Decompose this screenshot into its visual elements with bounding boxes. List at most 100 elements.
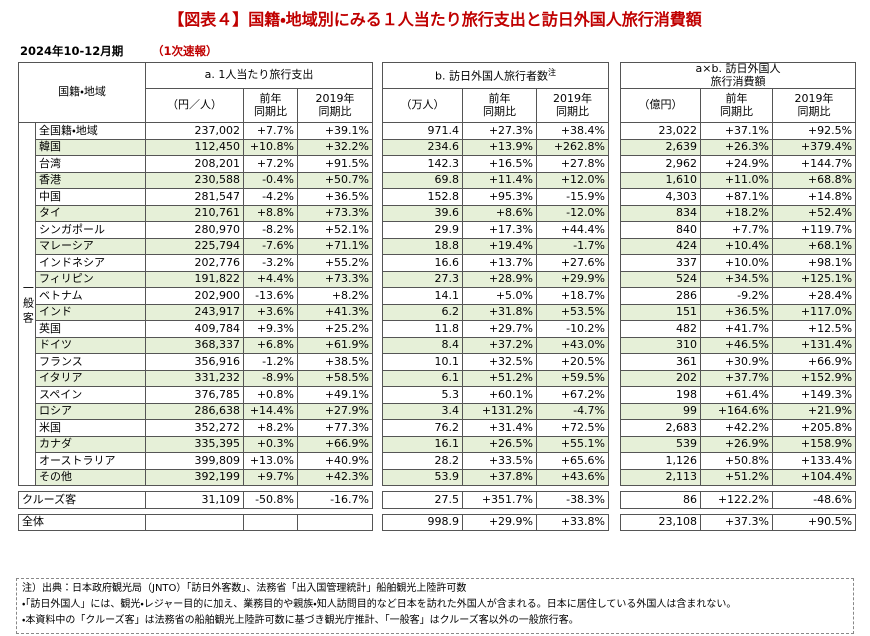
cell-value: +55.2%: [324, 255, 369, 269]
cell: +72.5%: [535, 419, 610, 437]
cell-value: 1,610: [665, 173, 698, 187]
cell-value: 2,962: [665, 156, 698, 170]
cell-value: 399,809: [194, 453, 241, 467]
spacer: [373, 205, 383, 222]
cell-value: 281,547: [194, 189, 241, 203]
spacer: [373, 469, 383, 486]
cell: +65.6%: [535, 452, 610, 470]
cell-value: +37.8%: [488, 470, 533, 484]
spacer: [373, 337, 383, 354]
cell-value: +21.9%: [807, 404, 853, 418]
spacer: [609, 304, 621, 321]
cell-value: -7.6%: [262, 239, 294, 253]
sub-column: 2019年: [315, 92, 355, 106]
spacer: [609, 436, 621, 453]
cell: +9.3%: [243, 320, 298, 338]
row-name: オーストラリア: [35, 452, 146, 470]
cell-value: +4.4%: [256, 272, 294, 286]
cell: +37.1%: [700, 122, 774, 140]
cell-value: 8.4: [441, 338, 460, 352]
cell: +30.9%: [700, 353, 774, 371]
status: （1次速報）: [152, 44, 218, 58]
spacer: [373, 514, 383, 531]
cell-value: +351.7%: [481, 492, 533, 506]
cell: +131.2%: [462, 402, 537, 421]
row-name: インドネシア: [35, 254, 146, 272]
period: 2024年10-12月期: [20, 44, 124, 58]
cell: -50.8%: [243, 491, 298, 509]
spacer: [373, 370, 383, 387]
cell-value: +41.7%: [724, 321, 770, 335]
cell-value: +71.1%: [324, 239, 369, 253]
data-row: ロシア 286,638 +14.4% +27.9% 3.4 +131.2% -4.7% 99 +…: [19, 402, 857, 421]
cell: +68.8%: [772, 171, 857, 190]
cell: +16.5%: [462, 155, 537, 173]
cell-value: -4.7%: [573, 404, 606, 418]
cell: 6.1: [382, 369, 463, 388]
cell-value: +7.7%: [256, 123, 294, 137]
cell: 5.3: [382, 386, 463, 404]
cell: +29.9%: [462, 513, 537, 532]
cell-value: 482: [676, 321, 698, 335]
cell-value: +26.3%: [724, 140, 770, 154]
cell-value: +77.3%: [324, 420, 369, 434]
cell: 39.6: [382, 204, 463, 223]
cell-value: -48.6%: [813, 492, 853, 506]
row-name-text: フィリピン: [39, 272, 94, 286]
cell-value: +30.9%: [724, 354, 770, 368]
cell: +39.1%: [297, 122, 373, 140]
group-title: a×b. 訪日外国人: [695, 62, 781, 75]
unit: （億円）: [638, 98, 683, 112]
cell-value: 243,917: [194, 305, 241, 319]
cell-value: +9.7%: [256, 470, 294, 484]
cell: +68.1%: [772, 237, 857, 256]
cell: 998.9: [382, 513, 463, 532]
cell: +36.5%: [297, 188, 373, 206]
cell-value: +49.1%: [324, 387, 369, 401]
cell-value: 539: [676, 437, 698, 451]
cell-value: 331,232: [194, 371, 241, 385]
cell-value: +12.0%: [560, 173, 606, 187]
cell: -12.0%: [535, 204, 610, 223]
cell: 23,022: [620, 122, 702, 140]
spacer: [609, 469, 621, 486]
cell-value: +95.3%: [488, 189, 533, 203]
cell: 399,809: [145, 452, 244, 470]
spacer: [609, 156, 621, 173]
cell-value: +41.3%: [324, 305, 369, 319]
group-header: a×b. 訪日外国人 旅行消費額: [620, 61, 857, 90]
row-name-text: ドイツ: [39, 338, 72, 352]
header-row: 国籍・地域 a. 1人当たり旅行支出 b. 訪日外国人旅行者数注 a×b. 訪日外国人…: [18, 61, 857, 124]
spacer: [609, 238, 621, 255]
data-row: スペイン 376,785 +0.8% +49.1% 5.3 +60.1% +67.2% 198…: [19, 386, 857, 404]
cell: +29.7%: [462, 320, 537, 338]
spacer: [373, 172, 383, 189]
cell-value: +34.5%: [724, 272, 770, 286]
row-name: 香港: [35, 171, 146, 190]
cell: 6.2: [382, 303, 463, 322]
cell-value: 524: [676, 272, 698, 286]
cell-value: 337: [676, 255, 698, 269]
row-name-text: スペイン: [39, 387, 83, 401]
row-name: その他: [35, 468, 146, 487]
row-name: 中国: [35, 188, 146, 206]
cell-value: 142.3: [427, 156, 460, 170]
spacer: [373, 403, 383, 420]
cell-value: 53.9: [434, 470, 460, 484]
row-name: クルーズ客: [18, 491, 146, 509]
cell: +61.4%: [700, 386, 774, 404]
cell: +44.4%: [535, 221, 610, 239]
cell-value: +8.8%: [256, 206, 294, 220]
cell: +379.4%: [772, 138, 857, 157]
cell-value: +73.3%: [324, 206, 369, 220]
cell: +66.9%: [297, 435, 373, 454]
cell: +8.8%: [243, 204, 298, 223]
spacer: [373, 156, 383, 173]
cell: +119.7%: [772, 221, 857, 239]
cell-value: +18.2%: [724, 206, 770, 220]
row-name: 韓国: [35, 138, 146, 157]
row-name-text: 英国: [39, 321, 61, 335]
spacer: [373, 387, 383, 404]
cell-value: 191,822: [194, 272, 241, 286]
cell-value: +131.2%: [481, 404, 533, 418]
